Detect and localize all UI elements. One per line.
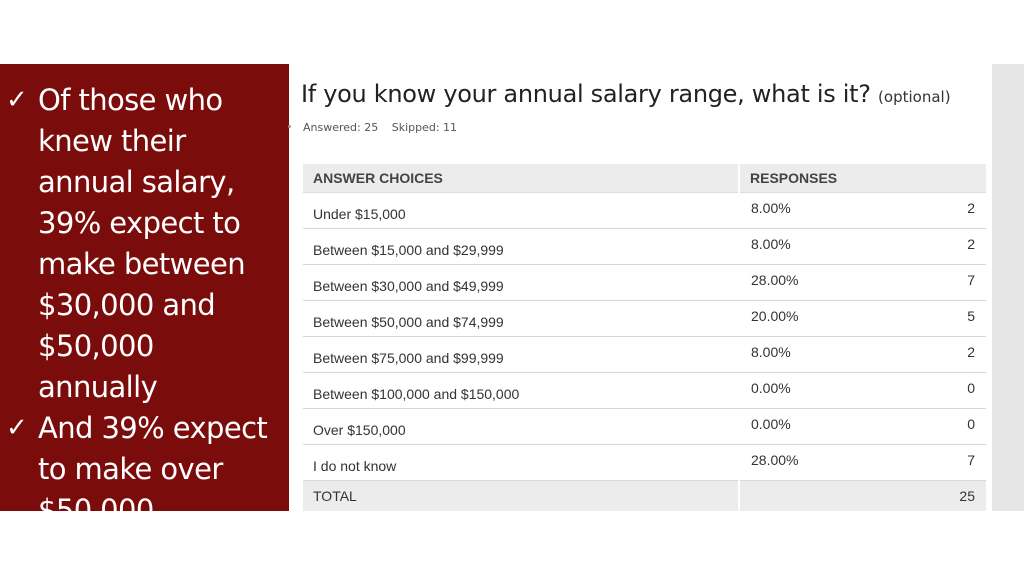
question-text: If you know your annual salary range, wh… [301, 80, 871, 108]
summary-bullet: ✓ And 39% expect to make over $50,000 an… [6, 408, 281, 572]
answer-choice: Between $50,000 and $74,999 [303, 300, 739, 337]
answer-choice: Between $30,000 and $49,999 [303, 264, 739, 301]
bullet-dot-icon [288, 125, 291, 128]
response-count: 2 [967, 236, 975, 252]
answer-choice: Over $150,000 [303, 408, 739, 445]
response-count: 7 [967, 272, 975, 288]
response-cell: 8.00% 2 [739, 192, 986, 229]
table-row: Between $15,000 and $29,999 8.00% 2 [303, 228, 986, 265]
summary-bullet-text: And 39% expect to make over $50,000 annu… [38, 411, 268, 568]
response-percent: 28.00% [751, 272, 799, 288]
table-header-row: ANSWER CHOICES RESPONSES [303, 164, 986, 193]
table-row: I do not know 28.00% 7 [303, 444, 986, 481]
table-row: Between $30,000 and $49,999 28.00% 7 [303, 264, 986, 301]
response-count: 0 [967, 416, 975, 432]
header-answer-choices: ANSWER CHOICES [303, 164, 739, 193]
summary-bullet-text: Of those who knew their annual salary, 3… [38, 83, 246, 404]
total-row: TOTAL 25 [303, 480, 986, 511]
table-row: Between $50,000 and $74,999 20.00% 5 [303, 300, 986, 337]
response-percent: 8.00% [751, 344, 791, 360]
response-percent: 8.00% [751, 200, 791, 216]
response-cell: 28.00% 7 [739, 264, 986, 301]
response-cell: 0.00% 0 [739, 408, 986, 445]
answer-choice: Between $100,000 and $150,000 [303, 372, 739, 409]
table-row: Between $100,000 and $150,000 0.00% 0 [303, 372, 986, 409]
response-cell: 28.00% 7 [739, 444, 986, 481]
total-count: 25 [738, 480, 986, 511]
answer-choice: Between $75,000 and $99,999 [303, 336, 739, 373]
total-label: TOTAL [303, 480, 739, 511]
response-percent: 8.00% [751, 236, 791, 252]
response-count: 2 [967, 200, 975, 216]
response-count: 7 [967, 452, 975, 468]
table-row: Over $150,000 0.00% 0 [303, 408, 986, 445]
table-row: Under $15,000 8.00% 2 [303, 192, 986, 229]
answered-count: Answered: 25 [303, 121, 379, 134]
results-table: ANSWER CHOICES RESPONSES Under $15,000 8.… [303, 164, 986, 511]
response-count: 2 [967, 344, 975, 360]
answer-choice: I do not know [303, 444, 739, 481]
response-cell: 8.00% 2 [739, 228, 986, 265]
response-percent: 0.00% [751, 416, 791, 432]
scrollbar[interactable] [992, 64, 1024, 511]
summary-bullet: ✓ Of those who knew their annual salary,… [6, 80, 281, 408]
response-count: 5 [967, 308, 975, 324]
answer-choice: Between $15,000 and $29,999 [303, 228, 739, 265]
optional-label: (optional) [878, 88, 951, 106]
response-percent: 28.00% [751, 452, 799, 468]
response-count: 0 [967, 380, 975, 396]
response-percent: 0.00% [751, 380, 791, 396]
response-cell: 20.00% 5 [739, 300, 986, 337]
response-stats: Answered: 25 Skipped: 11 [303, 121, 467, 134]
checkmark-icon: ✓ [6, 413, 28, 443]
summary-panel: ✓ Of those who knew their annual salary,… [0, 64, 289, 568]
skipped-count: Skipped: 11 [391, 121, 458, 134]
answer-choice: Under $15,000 [303, 192, 739, 229]
question-title: If you know your annual salary range, wh… [301, 80, 951, 108]
response-percent: 20.00% [751, 308, 799, 324]
response-cell: 0.00% 0 [739, 372, 986, 409]
table-row: Between $75,000 and $99,999 8.00% 2 [303, 336, 986, 373]
response-cell: 8.00% 2 [739, 336, 986, 373]
checkmark-icon: ✓ [6, 85, 28, 115]
header-responses: RESPONSES [738, 164, 986, 193]
